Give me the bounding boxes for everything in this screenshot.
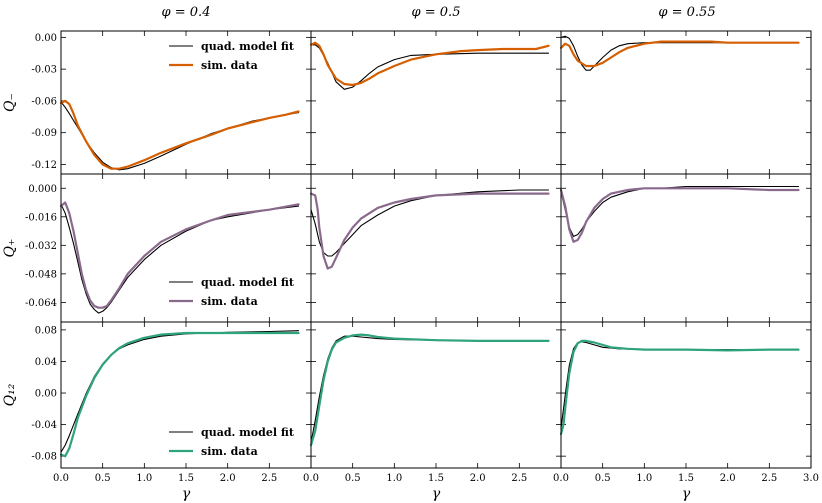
row-label: Q₁₂ (2, 383, 18, 406)
y-tick-label: -0.016 (25, 212, 57, 223)
fit-line (310, 44, 550, 90)
panel-row2-col3 (559, 173, 812, 323)
y-tick-label: -0.09 (31, 128, 57, 139)
y-tick-label: -0.064 (25, 298, 57, 309)
y-tick-label: -0.048 (25, 269, 57, 280)
panel-frame (560, 30, 812, 175)
x-tick-label: 1.0 (386, 473, 402, 484)
x-tick-label: 0.5 (345, 473, 361, 484)
column-title-1: φ = 0.4 (162, 5, 211, 20)
x-tick-label: 1.0 (136, 473, 152, 484)
fit-line (560, 341, 800, 430)
sim-line (309, 192, 550, 270)
legend: quad. model fit sim. data (169, 276, 295, 308)
y-tick-label: 0.00 (35, 33, 57, 44)
y-tick-label: -0.12 (31, 160, 57, 171)
y-tick-label: -0.032 (25, 241, 57, 252)
x-tick-label: 2.0 (220, 473, 236, 484)
sim-line (559, 40, 800, 68)
panel-frame (310, 321, 562, 469)
sim-line (309, 333, 550, 447)
sim-line (59, 99, 300, 170)
legend-fit-label: quad. model fit (201, 426, 295, 439)
legend-fit-label: quad. model fit (201, 40, 295, 53)
panel-row1-col2 (309, 30, 562, 175)
x-axis-label: γ (182, 486, 191, 502)
panels: 0.00 -0.03 -0.06 -0.09 -0.12 Q₋ quad. model fi… (2, 30, 819, 502)
sim-line (559, 339, 800, 436)
x-axis-label: γ (432, 486, 441, 502)
panel-row1-col1: 0.00 -0.03 -0.06 -0.09 -0.12 Q₋ quad. model fi… (2, 30, 312, 175)
y-tick-label: -0.08 (31, 452, 57, 463)
panel-row3-col2: 0.0 0.5 1.0 1.5 2.0 2.5 γ (303, 321, 562, 502)
x-tick-label: 3.0 (803, 473, 819, 484)
x-tick-label: 2.5 (261, 473, 277, 484)
legend-sim-label: sim. data (201, 445, 258, 458)
x-tick-label: 0.5 (595, 473, 611, 484)
legend-fit-label: quad. model fit (201, 276, 295, 289)
sim-line (59, 201, 300, 309)
row-label: Q₊ (2, 239, 18, 258)
panel-row1-col3 (559, 30, 812, 175)
panel-row3-col1: 0.08 0.04 0.00 -0.04 -0.08 0.0 0.5 1.0 1.5 2.0 2.5… (2, 321, 312, 502)
y-tick-label: -0.03 (31, 65, 57, 76)
x-axis-label: γ (682, 486, 691, 502)
x-tick-label: 0.0 (53, 473, 69, 484)
panel-row2-col1: 0.000 -0.016 -0.032 -0.048 -0.064 Q₊ quad. mod… (2, 173, 312, 323)
x-tick-label: 1.0 (636, 473, 652, 484)
x-tick-label: 2.0 (470, 473, 486, 484)
fit-line (310, 189, 550, 257)
x-tick-label: 0.0 (553, 473, 569, 484)
legend-sim-label: sim. data (201, 59, 258, 72)
sim-line (59, 331, 300, 458)
x-tick-label: 1.5 (178, 473, 194, 484)
panel-row3-col3: 0.0 0.5 1.0 1.5 2.0 2.5 3.0 γ (553, 321, 819, 502)
sim-line (309, 41, 550, 87)
x-tick-label: 2.0 (720, 473, 736, 484)
y-tick-label: 0.000 (28, 184, 57, 195)
x-tick-label: 0.5 (95, 473, 111, 484)
column-title-3: φ = 0.55 (658, 5, 715, 20)
panel-frame (310, 30, 562, 175)
fit-line (60, 203, 300, 314)
legend-sim-label: sim. data (201, 295, 258, 308)
column-title-2: φ = 0.5 (412, 5, 461, 20)
x-tick-label: 2.5 (511, 473, 527, 484)
fit-line (560, 185, 800, 237)
sim-line (559, 187, 800, 243)
x-tick-label: 1.5 (428, 473, 444, 484)
legend: quad. model fit sim. data (169, 40, 295, 72)
y-tick-label: -0.04 (31, 420, 57, 431)
panel-row2-col2 (309, 173, 562, 323)
fit-line (310, 335, 550, 444)
x-tick-label: 2.5 (761, 473, 777, 484)
y-tick-label: 0.04 (35, 357, 57, 368)
panel-frame (560, 173, 812, 323)
row-label: Q₋ (2, 93, 18, 112)
x-tick-label: 1.5 (678, 473, 694, 484)
y-tick-label: 0.00 (35, 389, 57, 400)
y-tick-label: -0.06 (31, 96, 57, 107)
panel-frame (560, 321, 812, 469)
x-tick-label: 0.0 (303, 473, 319, 484)
fit-line (60, 101, 300, 171)
panel-frame (60, 321, 312, 469)
panel-frame (60, 173, 312, 323)
legend: quad. model fit sim. data (169, 426, 295, 458)
y-tick-label: 0.08 (35, 325, 57, 336)
